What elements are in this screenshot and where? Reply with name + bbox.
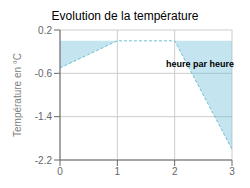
html-text:Evolution de la température: Evolution de la température [51,9,199,23]
svg-text:1: 1 [115,166,121,177]
svg-text:0.2: 0.2 [38,25,52,36]
svg-text:-0.6: -0.6 [35,68,53,79]
svg-text:2: 2 [172,166,178,177]
svg-text:-1.4: -1.4 [35,111,53,122]
svg-text:3: 3 [229,166,235,177]
svg-text:-2.2: -2.2 [35,155,53,166]
svg-text:0: 0 [57,166,63,177]
svg-text:heure par heure: heure par heure [166,59,234,69]
svg-text:Température en °C: Température en °C [12,53,23,137]
